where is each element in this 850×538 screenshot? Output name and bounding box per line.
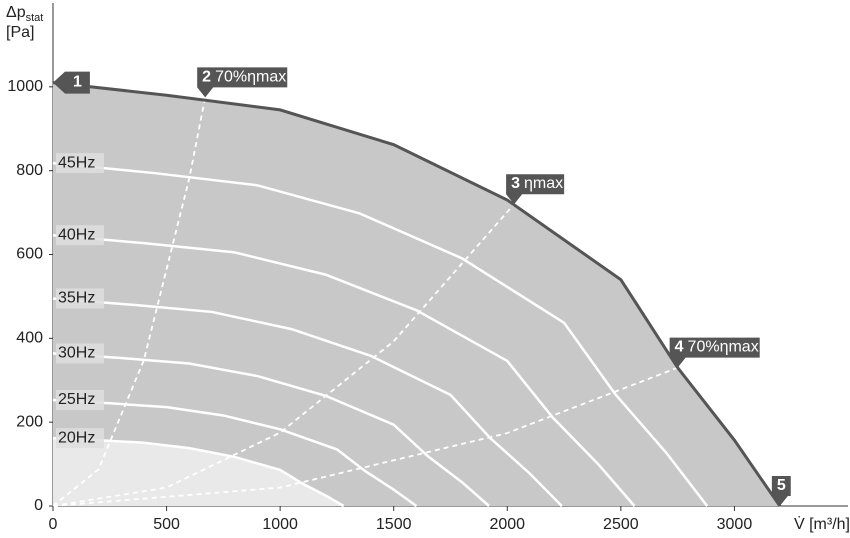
speed-label: 40Hz	[58, 226, 95, 243]
efficiency-line	[52, 97, 207, 507]
point-id: 4	[675, 339, 684, 356]
operating-area	[53, 82, 780, 507]
point-label: 4 70%ηmax	[675, 339, 759, 356]
speed-curve	[52, 297, 563, 507]
y-axis-unit: [Pa]	[6, 24, 34, 41]
point-label: 5	[777, 477, 786, 494]
point-id: 2	[202, 69, 211, 86]
point-text: ηmax	[524, 175, 563, 192]
x-tick-label: 1000	[262, 516, 298, 533]
y-tick-label: 400	[16, 330, 43, 347]
point-text: 70%ηmax	[215, 69, 286, 86]
x-tick-label: 500	[153, 516, 180, 533]
speed-label: 35Hz	[58, 290, 95, 307]
point-marker: 2 70%ηmax	[197, 67, 288, 98]
speed-curve	[52, 233, 636, 507]
point-marker: 3 ηmax	[506, 174, 565, 205]
speed-curve	[52, 352, 490, 507]
y-label-symbol: Δp	[6, 4, 26, 21]
point-label: 3 ηmax	[511, 175, 563, 192]
point-label: 1	[73, 74, 82, 91]
speed-curve	[52, 161, 709, 507]
x-tick-label: 2000	[489, 516, 525, 533]
point-label: 2 70%ηmax	[202, 69, 286, 86]
speed-label-bg	[56, 288, 104, 309]
speed-label-bg	[56, 428, 104, 449]
point-id: 3	[511, 175, 520, 192]
point-id: 5	[777, 477, 786, 494]
y-tick-label: 0	[34, 497, 43, 514]
speed-label-bg	[56, 343, 104, 364]
speed-label: 20Hz	[58, 429, 95, 446]
max-curve	[52, 81, 782, 507]
point-flag	[197, 67, 288, 98]
point-flag	[669, 337, 760, 368]
y-axis-label: Δpstat	[6, 4, 43, 24]
x-tick-label: 0	[49, 516, 58, 533]
point-id: 1	[73, 74, 82, 91]
y-tick-label: 200	[16, 413, 43, 430]
speed-curve	[52, 398, 418, 508]
y-tick-label: 600	[16, 246, 43, 263]
y-tick-label: 1000	[7, 78, 43, 95]
speed-curve	[52, 436, 345, 508]
speed-label: 45Hz	[58, 154, 95, 171]
speed-label: 25Hz	[58, 391, 95, 408]
x-axis-label: V̇ [m³/h]	[794, 515, 850, 533]
x-tick-label: 2500	[603, 516, 639, 533]
efficiency-line	[52, 366, 678, 507]
x-tick-label: 1500	[376, 516, 412, 533]
y-tick-label: 800	[16, 162, 43, 179]
point-marker: 1	[53, 71, 90, 94]
y-label-subscript: stat	[26, 12, 44, 24]
speed-label: 30Hz	[58, 345, 95, 362]
speed-label-bg	[56, 389, 104, 410]
point-marker: 4 70%ηmax	[669, 337, 760, 368]
x-tick-label: 3000	[717, 516, 753, 533]
point-flag	[506, 174, 565, 205]
speed-label-bg	[56, 225, 104, 246]
point-flag	[53, 71, 90, 94]
point-marker: 5	[771, 476, 791, 506]
speed-label-bg	[56, 153, 104, 174]
point-text: 70%ηmax	[688, 339, 759, 356]
efficiency-line	[52, 203, 515, 507]
point-flag	[771, 476, 791, 506]
